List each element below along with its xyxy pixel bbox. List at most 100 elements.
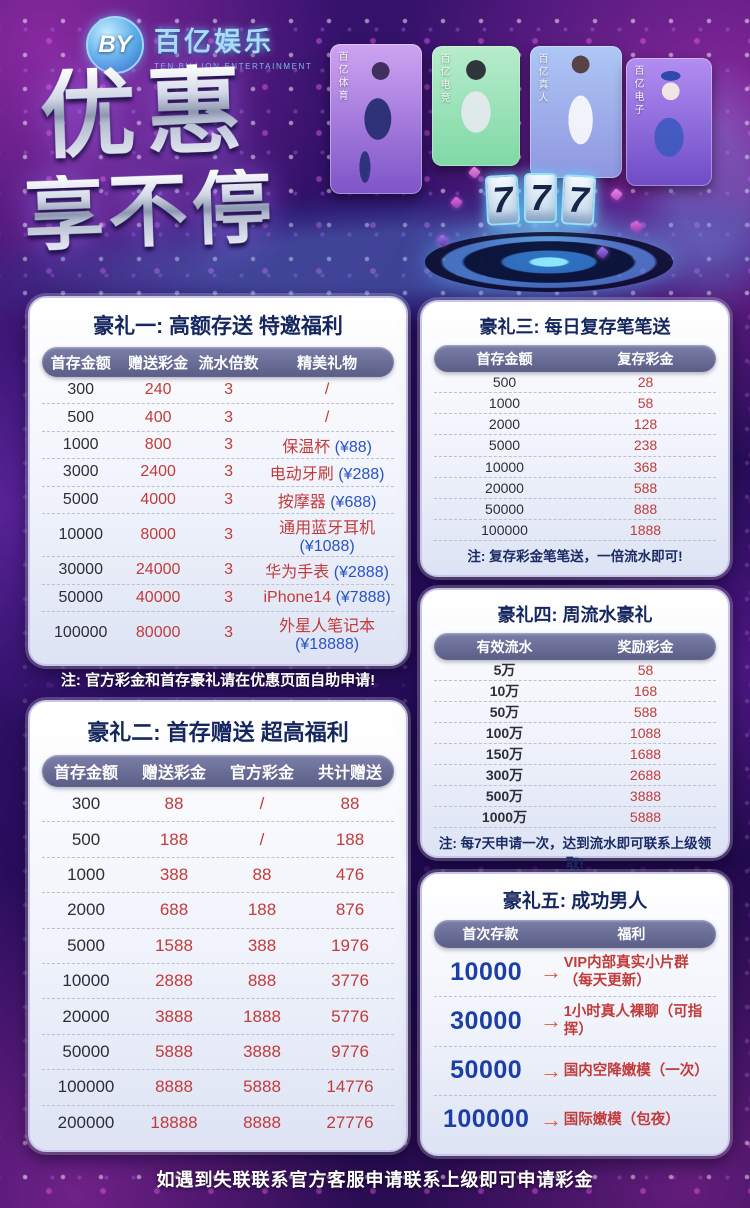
game-card-label: 百亿体育 [336,51,347,103]
slot-reel-1: 7 [484,174,521,226]
table-body: 5万 58 10万 168 50万 588 100万 1088 [434,660,716,828]
cell-official-bonus: 1888 [243,1006,281,1026]
arrow-icon: → [540,1106,563,1132]
table-body: 10000 → VIP内部真实小片群 （每天更新） 30000 → 1小时真人裸聊… [434,948,716,1144]
cell-gift: 按摩器 (¥688) [260,488,394,512]
cell-multiplier: 3 [224,463,233,481]
benefit-line1: 国内空降嫩模（一次） [563,1062,709,1079]
cell-gift: / [260,381,394,399]
table-body: 300 240 3 / 500 400 3 / 1000 800 3 保温杯 [42,377,394,654]
note-table3: 注: 复存彩金笔笔送，一倍流水即可! [467,549,683,564]
cell-deposit: 50000 [62,1042,110,1062]
cell-total: 14776 [326,1077,374,1097]
cell-deposit: 50000 [485,500,524,517]
table-title: 豪礼四: 周流水豪礼 [497,605,653,625]
cell-deposit: 20000 [62,1006,110,1026]
cell-benefit: VIP内部真实小片群 （每天更新） [564,954,716,990]
table-row: 1000 58 [434,393,716,415]
cell-total: 27776 [326,1112,374,1132]
cell-bonus: 28 [637,374,654,391]
gift-name: 通用蓝牙耳机 [279,520,376,538]
arrow-icon: → [540,959,563,985]
cell-total: 476 [335,865,365,885]
game-card-label: 百亿真人 [536,53,547,105]
table-header-row: 有效流水 奖励彩金 [434,633,716,660]
column-header: 共计赠送 [317,765,382,782]
table-row: 3000 2400 3 电动牙刷 (¥288) [42,459,394,487]
cell-deposit: 2000 [67,900,105,920]
cell-multiplier: 3 [224,588,233,606]
table-row: 300 240 3 / [42,377,394,405]
gift-name: 华为手表 [265,564,330,582]
cell-deposit: 300 [71,794,101,814]
cell-deposit: 30000 [450,1006,523,1035]
table-row: 100万 1088 [434,723,716,744]
promo-title-line2: 享不停 [22,162,278,261]
cell-deposit: 10000 [62,971,110,991]
cell-bonus: 238 [633,437,658,454]
table-row: 500万 3888 [434,786,716,807]
game-card-label: 百亿电竞 [438,53,449,105]
cell-total: 188 [335,829,365,849]
cell-bonus: 2888 [155,971,193,991]
gift-name: 电动牙刷 [269,466,334,484]
cell-official-bonus: 888 [247,971,277,991]
cell-official-bonus: / [259,794,265,814]
gift-price: (¥2888) [333,564,389,582]
table-row: 2000 128 [434,414,716,436]
cell-deposit: 10000 [485,458,524,475]
table-first-deposit-gifts: 豪礼一: 高额存送 特邀福利 首存金额 赠送彩金 流水倍数 精美礼物 300 2… [28,296,408,666]
table-row: 20000 3888 1888 5776 [42,999,394,1035]
cell-deposit: 1000 [62,436,99,454]
table-row: 30000 → 1小时真人裸聊（可指挥） [434,997,716,1047]
slot-reel-3: 7 [560,174,597,226]
table-row: 10000 368 [434,457,716,478]
table-row: 5万 58 [434,660,716,681]
table-vip-benefits: 豪礼五: 成功男人 首次存款 福利 10000 → VIP内部真实小片群 （每天更… [420,872,730,1156]
cell-bonus: 1888 [629,521,662,538]
table-row: 100000 80000 3 外星人笔记本 (¥18888) [42,612,394,654]
cell-deposit: 5000 [62,490,99,508]
cell-turnover: 300万 [485,767,524,783]
table-row: 100000 1888 [434,520,716,541]
column-header: 首存金额 [476,350,533,367]
game-card-esports[interactable]: 百亿电竞 [432,46,520,166]
cell-multiplier: 3 [224,436,233,454]
table-row: 50000 40000 3 iPhone14 (¥7888) [42,585,394,612]
table-title: 豪礼五: 成功男人 [502,891,648,912]
cell-total: 9776 [331,1042,369,1062]
note-table4: 注: 每7天申请一次，达到流水即可联系上级领取! [438,836,712,871]
column-header: 官方彩金 [229,765,294,782]
gift-name: 保温杯 [282,439,331,457]
game-card-slots[interactable]: 百亿电子 [626,58,712,186]
cell-deposit: 5000 [488,437,521,454]
column-header: 首次存款 [462,926,519,942]
column-header: 奖励彩金 [617,638,674,655]
gift-price: (¥688) [330,493,377,511]
cell-deposit: 300 [67,381,95,399]
cell-bonus: 88 [164,794,184,814]
cell-bonus: 368 [633,458,658,475]
table-row: 30000 24000 3 华为手表 (¥2888) [42,557,394,585]
cell-deposit: 1000 [67,865,105,885]
game-card-live[interactable]: 百亿真人 [530,46,622,178]
cell-bonus: 24000 [135,561,181,579]
cell-gift: / [260,409,394,427]
cell-bonus: 58 [637,662,654,678]
table-row: 20000 588 [434,478,716,499]
table-row: 5000 238 [434,435,716,457]
column-header: 赠送彩金 [141,765,206,782]
table-row: 150万 1688 [434,744,716,765]
gift-price: (¥1088) [299,538,355,556]
cell-multiplier: 3 [224,381,233,399]
cell-bonus: 800 [144,436,172,454]
game-card-sports[interactable]: 百亿体育 [330,44,422,194]
cell-turnover: 500万 [485,788,524,804]
cell-deposit: 3000 [62,463,99,481]
cell-benefit: 国际嫩模（包夜） [564,1111,716,1129]
cell-gift: 通用蓝牙耳机 (¥1088) [260,514,394,556]
cell-benefit: 国内空降嫩模（一次） [564,1062,716,1080]
cell-gift: 华为手表 (¥2888) [260,558,394,582]
cell-gift: iPhone14 (¥7888) [260,589,394,607]
cell-deposit: 100000 [442,1105,530,1134]
